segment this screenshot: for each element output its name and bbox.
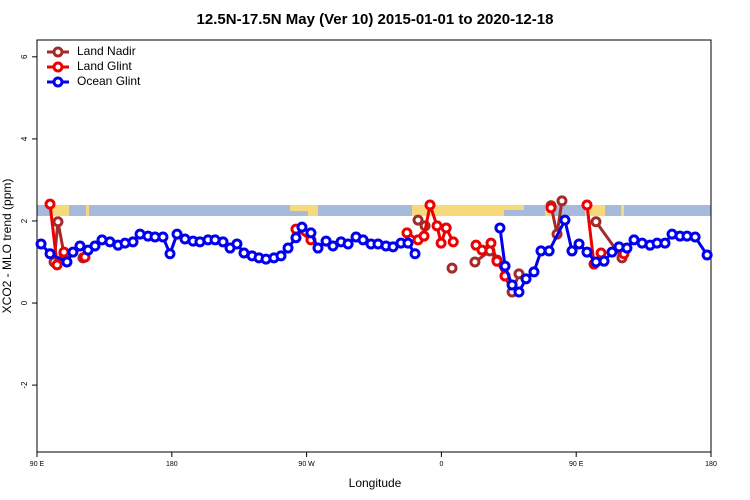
x-axis-label: Longitude	[349, 476, 402, 490]
x-tick-label: 90 E	[30, 461, 45, 468]
legend-label: Land Nadir	[77, 44, 136, 58]
data-point	[447, 236, 459, 248]
x-tick-label: 180	[166, 461, 178, 468]
data-point	[545, 202, 557, 214]
data-point	[543, 245, 555, 257]
data-point	[440, 222, 452, 234]
data-point	[402, 237, 414, 249]
data-point	[127, 236, 139, 248]
data-point	[494, 222, 506, 234]
data-point	[412, 214, 424, 226]
data-point	[164, 248, 176, 260]
data-point	[231, 238, 243, 250]
data-point	[342, 238, 354, 250]
x-tick-label: 0	[439, 461, 443, 468]
data-point	[418, 230, 430, 242]
data-point	[469, 256, 481, 268]
data-point	[446, 262, 458, 274]
data-point	[556, 195, 568, 207]
legend-marker	[52, 76, 64, 88]
data-point	[431, 220, 443, 232]
data-point	[566, 245, 578, 257]
x-tick-label: 180	[705, 461, 717, 468]
data-point	[513, 286, 525, 298]
data-point	[409, 248, 421, 260]
data-point	[476, 244, 488, 256]
land-band	[621, 205, 624, 216]
data-point	[485, 237, 497, 249]
legend-marker	[52, 61, 64, 73]
data-point	[312, 242, 324, 254]
data-point	[506, 279, 518, 291]
data-point	[327, 240, 339, 252]
data-point	[573, 238, 585, 250]
x-tick-label: 90 W	[298, 461, 315, 468]
data-point	[513, 268, 525, 280]
data-point	[424, 199, 436, 211]
data-point	[74, 240, 86, 252]
data-point	[305, 227, 317, 239]
data-point	[282, 242, 294, 254]
data-point	[581, 199, 593, 211]
data-point	[559, 214, 571, 226]
data-point	[689, 231, 701, 243]
data-point	[581, 246, 593, 258]
data-point	[320, 235, 332, 247]
y-tick-label: 4	[20, 136, 29, 141]
legend-label: Land Glint	[77, 59, 132, 73]
data-point	[58, 246, 70, 258]
land-band	[308, 205, 318, 216]
x-tick-label: 90 E	[569, 461, 584, 468]
data-point	[499, 260, 511, 272]
data-point	[491, 255, 503, 267]
data-point	[35, 238, 47, 250]
ocean-band	[37, 205, 711, 216]
data-point	[275, 250, 287, 262]
data-point	[435, 237, 447, 249]
land-band	[504, 205, 524, 210]
data-point	[606, 246, 618, 258]
land-band	[86, 205, 89, 216]
data-point	[598, 255, 610, 267]
data-point	[401, 227, 413, 239]
data-point	[621, 242, 633, 254]
data-point	[217, 236, 229, 248]
data-point	[67, 246, 79, 258]
data-point	[590, 216, 602, 228]
surface-band	[37, 205, 711, 216]
y-tick-label: 6	[20, 54, 29, 59]
land-band	[52, 205, 69, 216]
data-point	[44, 198, 56, 210]
data-point	[520, 273, 532, 285]
data-point	[51, 259, 63, 271]
legend-marker	[52, 46, 64, 58]
data-point	[171, 228, 183, 240]
data-point	[701, 249, 713, 261]
data-point	[52, 216, 64, 228]
data-point	[157, 231, 169, 243]
data-point	[61, 256, 73, 268]
land-band	[290, 205, 318, 211]
y-tick-label: -2	[20, 381, 29, 389]
data-point	[659, 237, 671, 249]
data-point	[357, 234, 369, 246]
data-point	[528, 266, 540, 278]
land-band	[585, 205, 605, 216]
data-point	[44, 248, 56, 260]
data-point	[296, 221, 308, 233]
y-axis-label: XCO2 - MLO trend (ppm)	[0, 179, 14, 314]
land-band	[412, 205, 504, 216]
data-point	[290, 232, 302, 244]
data-point	[89, 240, 101, 252]
y-tick-label: 2	[20, 218, 29, 223]
chart-title: 12.5N-17.5N May (Ver 10) 2015-01-01 to 2…	[197, 11, 554, 28]
y-tick-label: 0	[20, 300, 29, 305]
legend-label: Ocean Glint	[77, 74, 141, 88]
